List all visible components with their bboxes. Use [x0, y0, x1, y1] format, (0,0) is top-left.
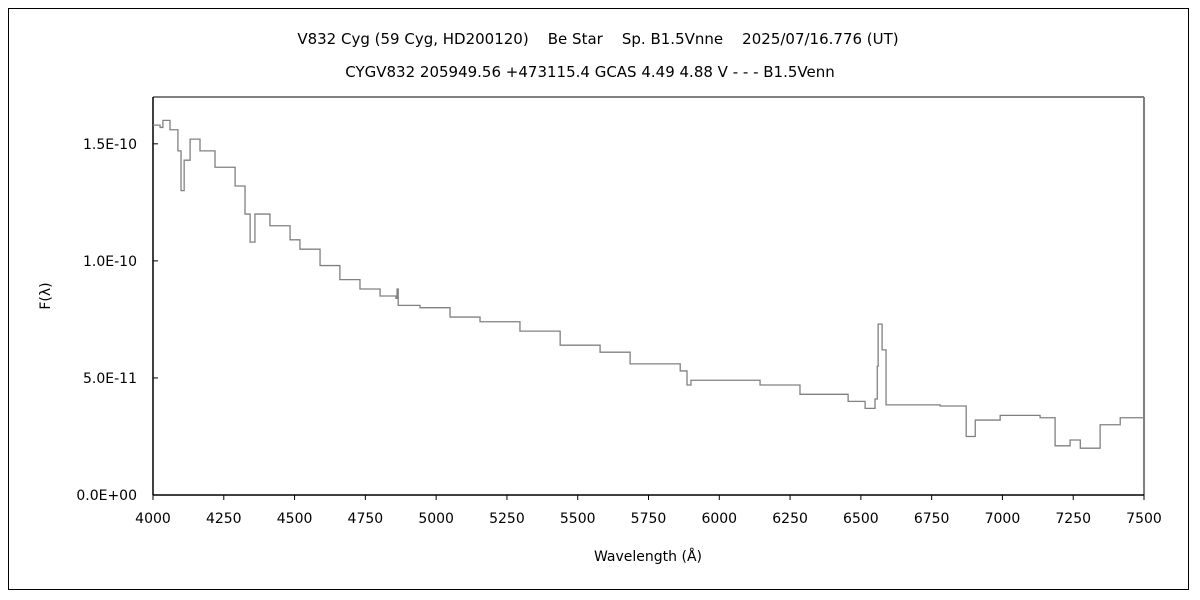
- x-tick-label: 6250: [772, 511, 808, 527]
- chart-subtitle: CYGV832 205949.56 +473115.4 GCAS 4.49 4.…: [345, 63, 835, 81]
- y-tick-label: 5.0E-11: [83, 371, 137, 387]
- spectrum-line: [153, 119, 1145, 449]
- y-tick-label: 0.0E+00: [76, 488, 137, 504]
- x-tick-label: 5000: [418, 511, 454, 527]
- y-tick-label: 1.0E-10: [83, 254, 137, 270]
- x-tick-label: 6500: [843, 511, 879, 527]
- x-tick-label: 4000: [135, 511, 171, 527]
- x-tick-label: 5500: [560, 511, 596, 527]
- x-axis-label: Wavelength (Å): [594, 548, 702, 565]
- x-tick-label: 6000: [701, 511, 737, 527]
- x-tick-label: 4750: [348, 511, 384, 527]
- x-tick-label: 7000: [985, 511, 1021, 527]
- x-tick-label: 7500: [1126, 511, 1162, 527]
- x-tick-label: 4500: [277, 511, 313, 527]
- y-tick-label: 1.5E-10: [83, 137, 137, 153]
- chart-title: V832 Cyg (59 Cyg, HD200120) Be Star Sp. …: [297, 30, 899, 48]
- x-tick-label: 4250: [206, 511, 242, 527]
- x-tick-label: 7250: [1055, 511, 1091, 527]
- chart-frame: [8, 8, 1189, 590]
- x-tick-label: 5250: [489, 511, 525, 527]
- x-tick-label: 6750: [914, 511, 950, 527]
- y-axis-label: F(λ): [38, 282, 54, 309]
- x-tick-label: 5750: [631, 511, 667, 527]
